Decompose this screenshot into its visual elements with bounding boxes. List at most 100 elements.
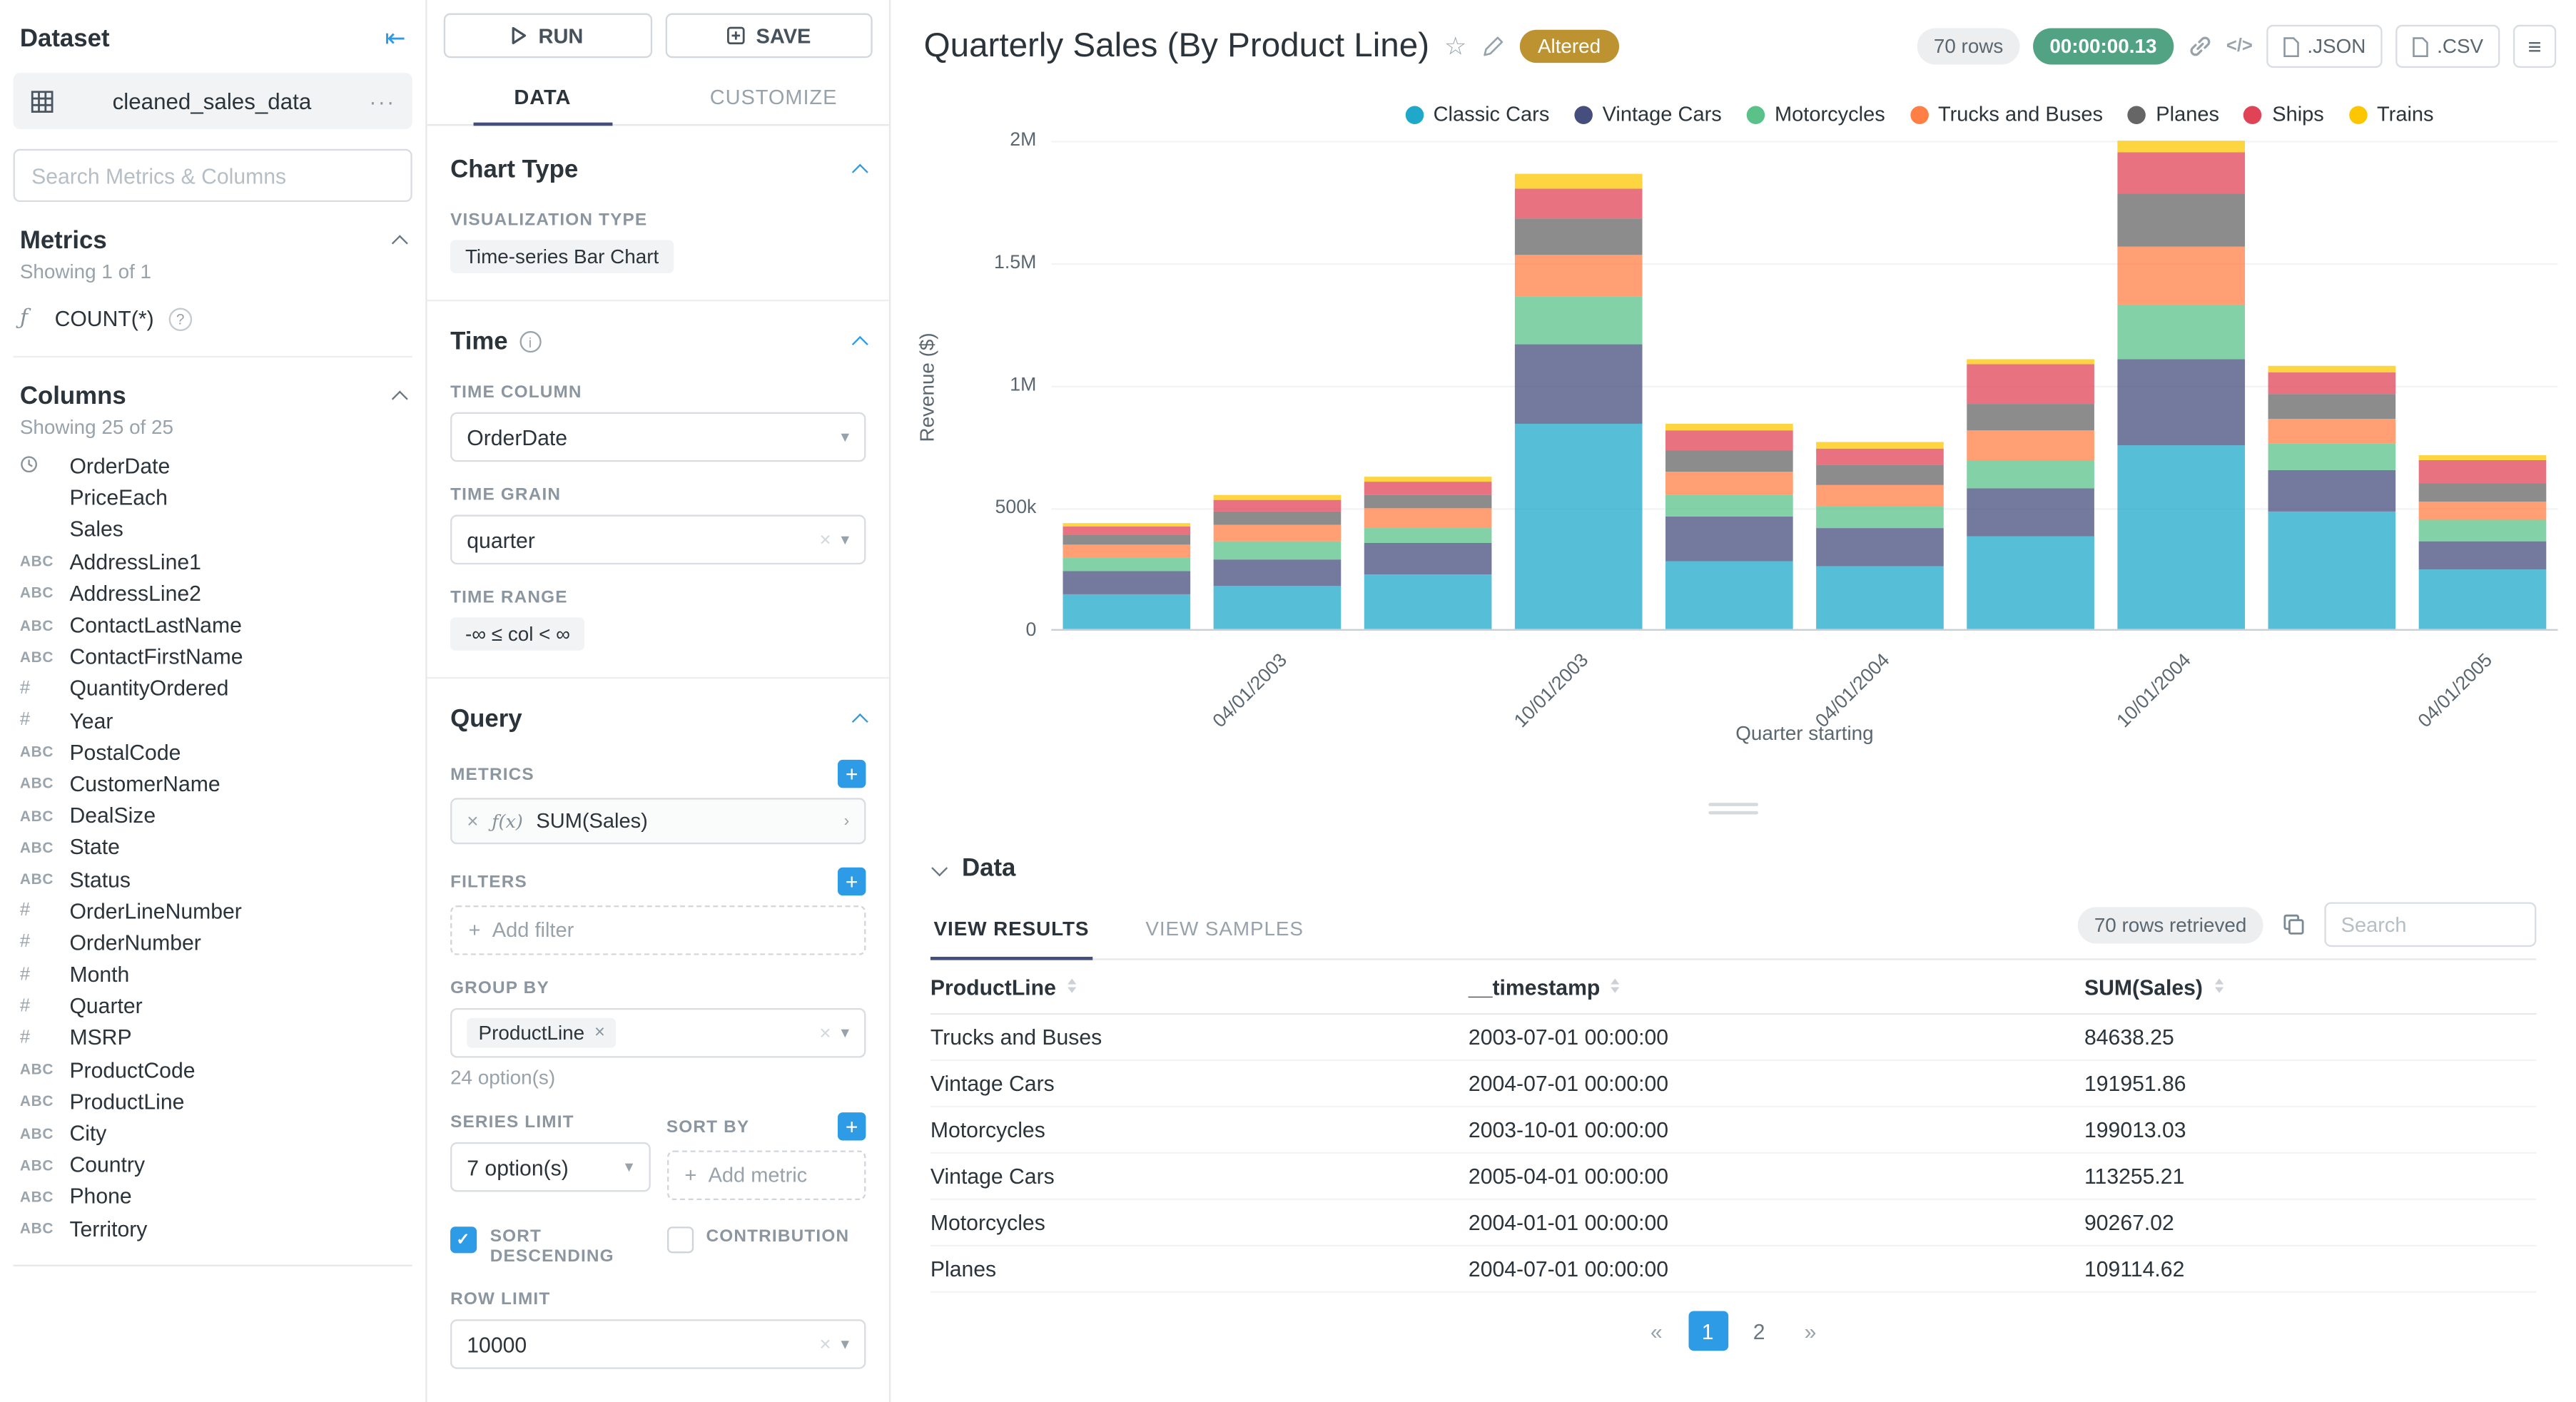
stacked-bar[interactable] [2118,141,2245,629]
bar-segment[interactable] [1967,430,2094,460]
column-item[interactable]: ABC Territory [14,1212,412,1244]
column-item[interactable]: ABC AddressLine2 [14,577,412,609]
column-header[interactable]: __timestamp [1469,975,2084,1000]
bar-segment[interactable] [1364,575,1491,629]
bar-segment[interactable] [1063,571,1190,595]
bar-segment[interactable] [1063,544,1190,559]
column-item[interactable]: ABC DealSize [14,800,412,832]
series-limit-select[interactable]: 7 option(s) ▾ [450,1142,650,1192]
legend-item[interactable]: Ships [2243,103,2324,126]
table-row[interactable]: Planes 2004-07-01 00:00:00 109114.62 [930,1246,2537,1293]
pagination-page-1[interactable]: 1 [1688,1311,1728,1351]
bar-segment[interactable] [1214,494,1341,499]
tab-view-samples[interactable]: VIEW SAMPLES [1145,917,1304,940]
table-row[interactable]: Motorcycles 2004-01-01 00:00:00 90267.02 [930,1200,2537,1247]
column-item[interactable]: # Quarter [14,990,412,1022]
bar-segment[interactable] [1364,495,1491,508]
legend-item[interactable]: Trains [2348,103,2434,126]
group-by-select[interactable]: ProductLine × × ▾ [450,1007,866,1058]
bar-segment[interactable] [1665,423,1792,431]
sort-icon[interactable] [1610,975,1621,1000]
bar-segment[interactable] [1816,528,1944,567]
legend-item[interactable]: Motorcycles [1746,103,1885,126]
bar-segment[interactable] [1816,506,1944,529]
bar-segment[interactable] [2268,442,2395,470]
stacked-bar[interactable] [1063,523,1190,629]
column-item[interactable]: # MSRP [14,1022,412,1054]
bar-segment[interactable] [1665,472,1792,494]
bar-segment[interactable] [2419,460,2546,483]
bar-segment[interactable] [1967,359,2094,365]
time-section-header[interactable]: Time i [450,301,868,359]
metrics-section-header[interactable]: Metrics [14,202,412,260]
stacked-bar[interactable] [1967,359,2094,629]
bar-segment[interactable] [2118,152,2245,195]
tab-view-results[interactable]: VIEW RESULTS [930,904,1092,960]
run-button[interactable]: RUN [443,13,651,59]
stacked-bar[interactable] [2268,365,2395,629]
bar-segment[interactable] [2118,304,2245,360]
legend-item[interactable]: Classic Cars [1405,103,1549,126]
bar-segment[interactable] [1515,188,1642,218]
bar-segment[interactable] [1816,485,1944,507]
stacked-bar[interactable] [1364,476,1491,629]
column-item[interactable]: ABC Phone [14,1181,412,1213]
bar-segment[interactable] [1063,523,1190,527]
bar-segment[interactable] [1364,543,1491,576]
bar-segment[interactable] [1063,526,1190,535]
clear-icon[interactable]: × [819,1021,831,1045]
remove-tag-icon[interactable]: × [594,1022,605,1043]
bar-segment[interactable] [2118,445,2245,629]
bar-segment[interactable] [1063,558,1190,572]
favorite-star-icon[interactable]: ☆ [1444,33,1467,61]
bar-segment[interactable] [2268,511,2395,629]
tab-customize[interactable]: CUSTOMIZE [709,86,838,110]
bar-segment[interactable] [2268,394,2395,419]
menu-button[interactable]: ≡ [2512,24,2557,68]
bar-segment[interactable] [1967,489,2094,537]
bar-segment[interactable] [1063,534,1190,545]
column-item[interactable]: ABC AddressLine1 [14,546,412,578]
column-item[interactable]: ABC Country [14,1149,412,1181]
column-header[interactable]: ProductLine [930,975,1469,1000]
dataset-selector[interactable]: cleaned_sales_data ··· [13,73,412,129]
time-column-select[interactable]: OrderDate ▾ [450,412,866,462]
remove-metric-icon[interactable]: × [467,809,479,833]
export-json-button[interactable]: .JSON [2266,24,2383,68]
column-item[interactable]: # Year [14,704,412,736]
column-header[interactable]: SUM(Sales) [2084,975,2536,1000]
bar-segment[interactable] [1364,528,1491,544]
dataset-options-button[interactable]: ··· [369,88,396,113]
column-item[interactable]: # Month [14,958,412,990]
column-item[interactable]: # OrderNumber [14,927,412,959]
bar-segment[interactable] [2268,469,2395,512]
time-range-tag[interactable]: -∞ ≤ col < ∞ [450,617,585,651]
info-icon[interactable]: i [519,331,542,353]
add-sort-metric-box[interactable]: + Add metric [666,1150,866,1201]
bar-segment[interactable] [1214,499,1341,512]
bar-segment[interactable] [2419,541,2546,569]
stacked-bar[interactable] [2419,455,2546,629]
bar-segment[interactable] [1214,511,1341,525]
bar-segment[interactable] [1967,459,2094,489]
bar-segment[interactable] [1515,173,1642,188]
add-sort-metric-button[interactable]: + [837,1112,866,1141]
add-filter-button[interactable]: + [837,867,866,896]
bar-segment[interactable] [2268,372,2395,395]
stacked-bar[interactable] [1214,494,1341,629]
metric-pill[interactable]: × ƒ(x) SUM(Sales) › [450,798,866,845]
column-item[interactable]: ABC ContactFirstName [14,641,412,673]
bar-segment[interactable] [2419,520,2546,542]
save-button[interactable]: SAVE [664,13,873,59]
column-item[interactable]: ABC City [14,1117,412,1149]
bar-segment[interactable] [1665,430,1792,450]
table-row[interactable]: Trucks and Buses 2003-07-01 00:00:00 84638… [930,1015,2537,1062]
column-item[interactable]: ABC ProductCode [14,1054,412,1086]
bar-segment[interactable] [1967,403,2094,430]
copy-to-clipboard-icon[interactable] [2281,912,2306,937]
column-item[interactable]: PriceEach [14,482,412,514]
pagination-prev[interactable]: « [1636,1311,1676,1351]
bar-segment[interactable] [1214,524,1341,542]
metrics-columns-search-input[interactable] [13,148,412,203]
bar-segment[interactable] [1214,586,1341,629]
